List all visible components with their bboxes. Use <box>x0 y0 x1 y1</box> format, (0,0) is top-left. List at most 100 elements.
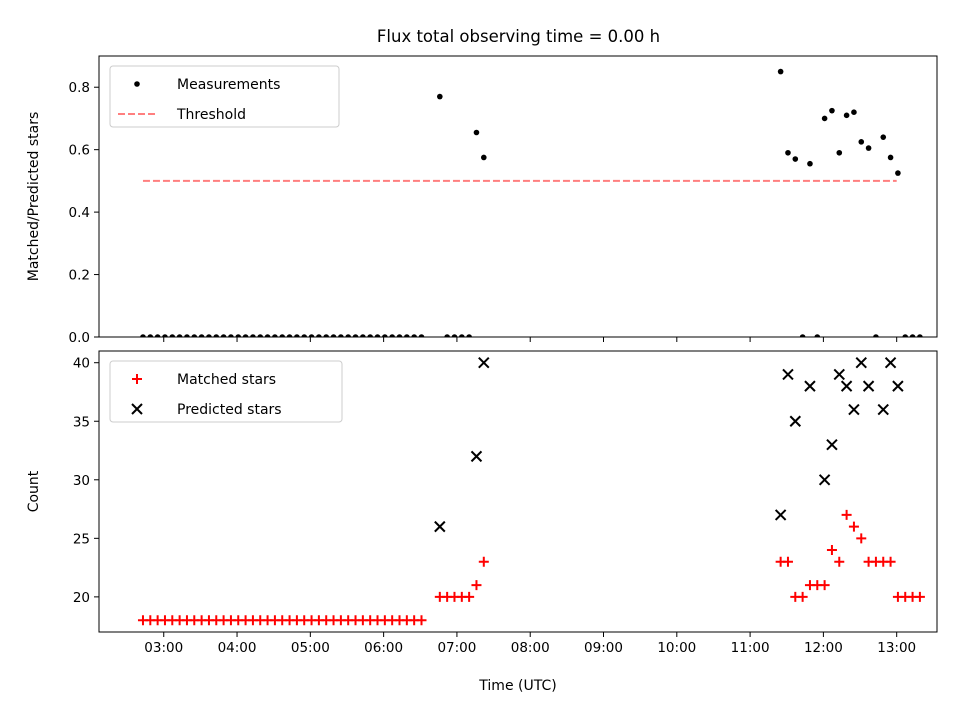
y-tick-label: 0.4 <box>69 205 90 221</box>
measurement-point <box>396 334 403 337</box>
measurement-point <box>162 334 168 337</box>
predicted-stars-point <box>478 357 490 369</box>
figure-title: Flux total observing time = 0.00 h <box>377 27 660 46</box>
measurement-point <box>382 334 388 337</box>
predicted-stars-point <box>884 357 897 369</box>
matched-stars-point <box>464 591 475 602</box>
measurement-point <box>367 334 373 337</box>
measurement-point <box>250 334 256 337</box>
matched-stars-point <box>478 556 489 567</box>
measurement-point <box>466 334 472 337</box>
measurement-point <box>459 334 465 337</box>
matched-stars-point <box>848 521 859 532</box>
measurement-point <box>169 334 176 337</box>
predicted-stars-point <box>862 380 875 392</box>
measurement-point <box>338 334 344 337</box>
measurement-point <box>480 154 487 161</box>
measurement-point <box>352 334 359 337</box>
axes-frame <box>98 350 938 633</box>
y-axis-label: Matched/Predicted stars <box>26 112 42 282</box>
matched-stars-point <box>826 545 837 556</box>
matched-stars-point <box>914 591 925 602</box>
predicted-stars-point <box>892 380 904 392</box>
matched-stars-point <box>471 580 482 591</box>
y-tick-label: 40 <box>73 356 90 372</box>
measurement-point <box>286 334 293 337</box>
y-tick-label: 0.2 <box>69 268 90 284</box>
legend-box <box>109 360 343 423</box>
legend-label: Predicted stars <box>177 402 282 418</box>
measurement-point <box>220 334 227 337</box>
measurement-point <box>272 334 278 337</box>
predicted-stars-point <box>840 380 853 392</box>
measurement-point <box>829 107 835 114</box>
legend-measurement-swatch <box>134 81 140 87</box>
measurement-point <box>473 129 480 136</box>
measurement-point <box>206 334 212 337</box>
measurement-point <box>404 334 410 337</box>
measurement-point <box>444 334 450 337</box>
measurement-point <box>836 149 843 156</box>
top-panel: 0.0 0.2 0.4 0.6 0.8 Matched/Predicted stars Me… <box>26 55 938 346</box>
predicted-stars-point <box>782 368 794 381</box>
bottom-panel: 03:00 04:00 05:00 06:00 07:00 08:00 09:00 10:00… <box>26 350 938 694</box>
measurement-point <box>228 334 234 337</box>
plot-area <box>140 68 923 337</box>
predicted-stars-point <box>877 403 889 416</box>
x-tick-label: 13:00 <box>877 640 916 656</box>
y-tick-label: 0.6 <box>69 143 90 159</box>
measurement-point <box>418 334 425 337</box>
matched-stars-point <box>819 580 830 591</box>
measurement-point <box>242 334 249 337</box>
measurement-point <box>799 334 806 337</box>
measurement-point <box>279 334 286 337</box>
predicted-stars-point <box>833 368 845 381</box>
x-tick-label: 06:00 <box>364 640 403 656</box>
measurement-point <box>880 134 887 140</box>
measurement-point <box>323 334 330 337</box>
measurement-point <box>411 334 417 337</box>
measurement-point <box>154 334 161 337</box>
matched-stars-point <box>841 509 852 520</box>
measurement-point <box>184 334 190 337</box>
measurement-point <box>198 334 205 337</box>
measurement-point <box>235 334 242 337</box>
measurement-point <box>294 334 300 337</box>
measurement-point <box>777 68 784 75</box>
y-tick-label: 35 <box>73 414 90 430</box>
predicted-stars-point <box>804 380 816 392</box>
measurement-point <box>316 334 322 337</box>
matched-stars-point <box>885 556 896 567</box>
measurement-point <box>191 334 198 337</box>
measurement-point <box>140 334 146 337</box>
x-tick-label: 07:00 <box>437 640 476 656</box>
x-tick-label: 08:00 <box>511 640 550 656</box>
legend-label: Threshold <box>176 107 246 123</box>
measurement-point <box>374 334 381 337</box>
measurement-point <box>821 115 828 122</box>
y-tick-label: 20 <box>73 590 90 606</box>
x-tick-label: 04:00 <box>218 640 257 656</box>
legend-box <box>109 65 340 128</box>
predicted-stars-point <box>818 474 831 486</box>
measurement-point <box>865 145 872 151</box>
plot-area <box>137 357 925 626</box>
matched-stars-point <box>782 556 793 567</box>
measurement-point <box>909 334 916 337</box>
measurement-point <box>858 139 865 145</box>
x-tick-label: 10:00 <box>657 640 696 656</box>
y-axis-label: Count <box>26 470 42 512</box>
measurement-point <box>851 109 857 115</box>
predicted-stars-point <box>434 520 446 533</box>
matched-stars-point <box>834 556 845 567</box>
measurement-point <box>917 334 923 337</box>
y-tick-label: 0.8 <box>69 80 90 96</box>
axes-frame <box>98 55 938 338</box>
predicted-stars-point <box>855 357 867 369</box>
measurement-point <box>792 156 799 162</box>
measurement-point <box>843 112 850 119</box>
measurement-point <box>213 334 220 337</box>
measurement-point <box>345 334 352 337</box>
measurement-point <box>330 334 337 337</box>
y-tick-label: 30 <box>73 473 90 489</box>
